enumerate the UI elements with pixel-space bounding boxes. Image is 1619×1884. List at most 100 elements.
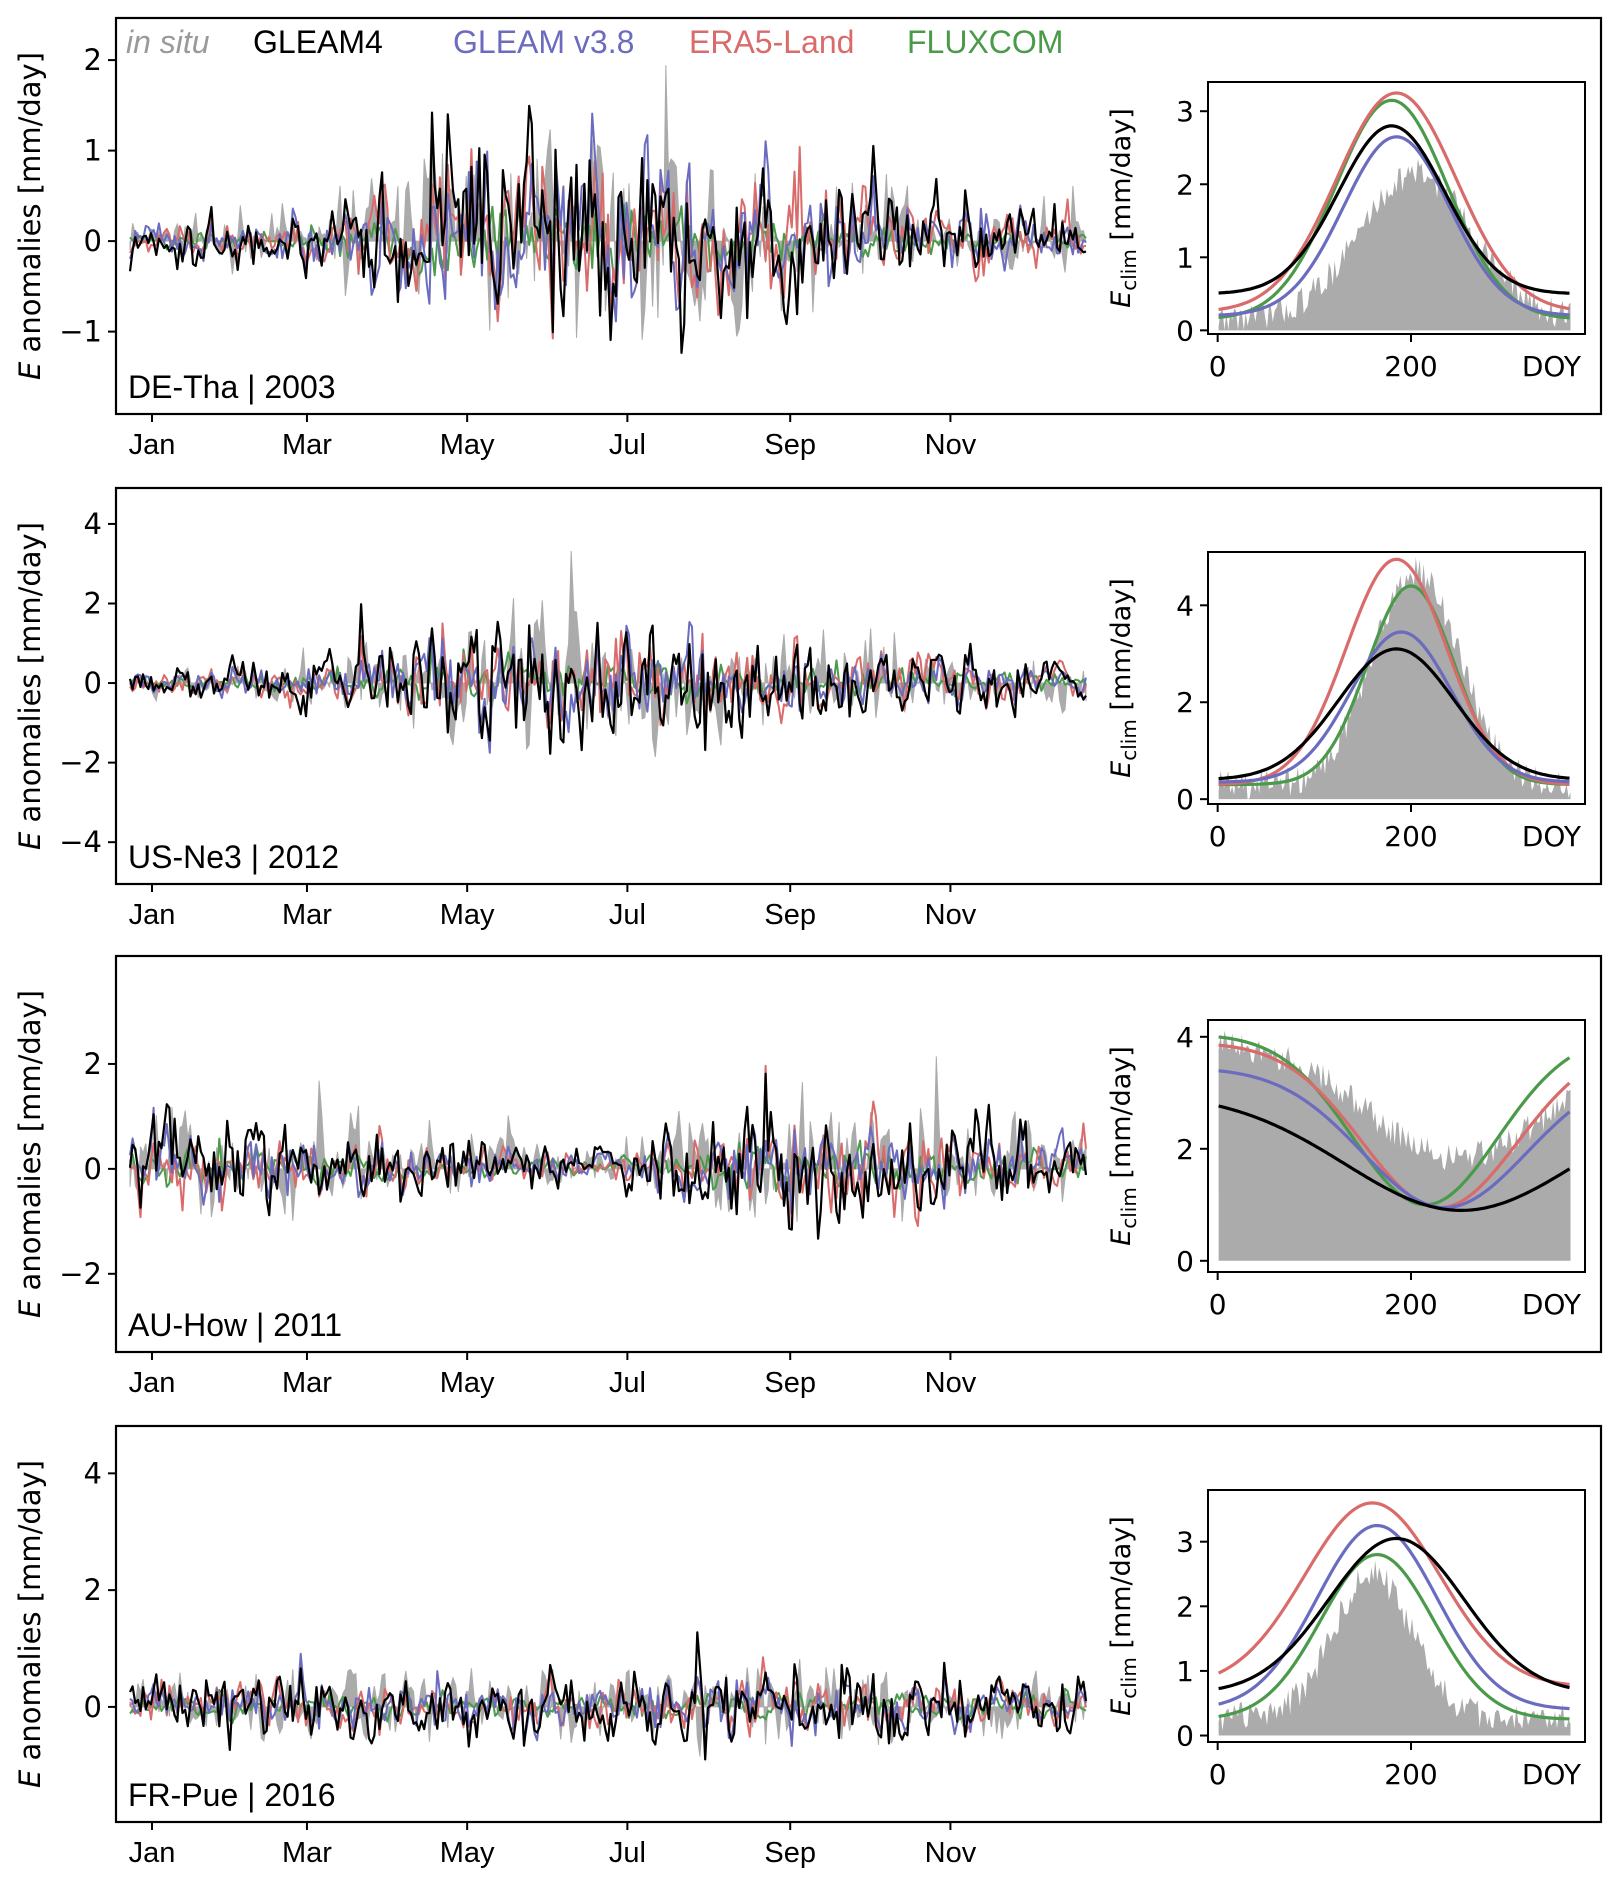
inset-y-label: Eclim [mm/day] bbox=[1106, 108, 1141, 308]
y-axis-label: E anomalies [mm/day] bbox=[13, 52, 47, 380]
inset-x-tick-label: 0 bbox=[1209, 1758, 1227, 1791]
inset-y-tick-label: 0 bbox=[1176, 314, 1194, 347]
inset-y-tick-label: 2 bbox=[1176, 686, 1194, 719]
x-tick-label: May bbox=[440, 899, 495, 931]
inset-y-tick-label: 2 bbox=[1176, 1590, 1194, 1623]
inset-insitu bbox=[1218, 159, 1571, 331]
x-tick-label: May bbox=[440, 1837, 495, 1869]
panel-au-how: −2 0 2 E anomalies [mm/day] Jan Mar May Jul Sep N… bbox=[13, 954, 1603, 1399]
panel-de-tha: −1 0 1 2 E anomalies [mm/day] Jan Mar May Jul Sep… bbox=[13, 16, 1603, 461]
legend-entry: in situ bbox=[126, 24, 210, 60]
x-tick-label: Nov bbox=[925, 1837, 977, 1869]
inset-y-tick-label: 2 bbox=[1176, 1133, 1194, 1166]
site-label: DE-Tha | 2003 bbox=[128, 369, 336, 405]
x-tick-label: Nov bbox=[925, 429, 977, 461]
x-tick-label: Jul bbox=[609, 1367, 646, 1399]
y-tick-label: −4 bbox=[59, 825, 102, 859]
y-tick-label: 0 bbox=[84, 1690, 102, 1724]
panel-frame bbox=[114, 16, 1603, 416]
legend-entry: ERA5-Land bbox=[689, 24, 854, 60]
y-tick-label: 2 bbox=[84, 1573, 102, 1607]
x-tick-label: Jul bbox=[609, 899, 646, 931]
inset-x-tick-label: 200 bbox=[1384, 350, 1437, 383]
inset-era5-land bbox=[1218, 91, 1570, 311]
x-tick-label: May bbox=[440, 429, 495, 461]
y-tick-label: 0 bbox=[84, 1152, 102, 1186]
x-tick-label: Jul bbox=[609, 1837, 646, 1869]
inset-insitu bbox=[1218, 1030, 1571, 1261]
x-tick-label: Jan bbox=[129, 1367, 176, 1399]
legend-entry: FLUXCOM bbox=[907, 24, 1063, 60]
y-tick-label: 1 bbox=[84, 134, 102, 168]
inset-fluxcom bbox=[1218, 584, 1570, 787]
x-tick-label: Jan bbox=[129, 1837, 176, 1869]
panel-fr-pue: 0 2 4 E anomalies [mm/day] Jan Mar May Jul Sep No… bbox=[13, 1424, 1603, 1869]
series-insitu bbox=[129, 550, 1087, 758]
inset-x-tick-label: 0 bbox=[1209, 350, 1227, 383]
inset-gleam-v3-8 bbox=[1218, 1069, 1571, 1210]
y-tick-label: −2 bbox=[59, 1257, 102, 1291]
inset-gleam-v3-8 bbox=[1218, 135, 1570, 317]
inset-x-label: DOY bbox=[1522, 1758, 1582, 1791]
inset-y-tick-label: 0 bbox=[1176, 1720, 1194, 1753]
inset-x-label: DOY bbox=[1522, 1288, 1582, 1321]
x-tick-label: Mar bbox=[282, 1367, 332, 1399]
inset-insitu bbox=[1218, 557, 1571, 800]
panel-us-ne3: −4 −2 0 2 4 E anomalies [mm/day] Jan Mar May Jul S… bbox=[13, 486, 1603, 931]
x-tick-label: Mar bbox=[282, 899, 332, 931]
inset-y-tick-label: 4 bbox=[1176, 589, 1194, 622]
inset-x-tick-label: 0 bbox=[1209, 820, 1227, 853]
inset-x-tick-label: 0 bbox=[1209, 1288, 1227, 1321]
legend-entry: GLEAM4 bbox=[253, 24, 383, 60]
inset-y-tick-label: 4 bbox=[1176, 1021, 1194, 1054]
y-tick-label: 4 bbox=[84, 507, 102, 541]
series-gleam4 bbox=[128, 104, 1087, 354]
site-label: US-Ne3 | 2012 bbox=[128, 839, 339, 875]
inset-y-tick-label: 1 bbox=[1176, 241, 1194, 274]
inset-fluxcom bbox=[1218, 1035, 1571, 1207]
inset-y-tick-label: 0 bbox=[1176, 783, 1194, 816]
inset-gleam-v3-8 bbox=[1218, 630, 1570, 784]
series-gleam-v3-8 bbox=[129, 112, 1087, 323]
site-label: AU-How | 2011 bbox=[128, 1307, 342, 1343]
y-tick-label: 4 bbox=[84, 1456, 102, 1490]
series-insitu bbox=[129, 65, 1087, 340]
inset-gleam4 bbox=[1218, 124, 1570, 295]
series-era5-land bbox=[129, 622, 1087, 729]
x-tick-label: Jan bbox=[129, 429, 176, 461]
inset-y-label: Eclim [mm/day] bbox=[1106, 1046, 1141, 1246]
y-axis-label: E anomalies [mm/day] bbox=[13, 522, 47, 850]
panel-frame bbox=[114, 954, 1603, 1354]
x-tick-label: May bbox=[440, 1367, 495, 1399]
x-tick-label: Sep bbox=[764, 899, 816, 931]
inset-gleam-v3-8 bbox=[1218, 1524, 1570, 1711]
x-tick-label: Sep bbox=[764, 1367, 816, 1399]
panel-frame bbox=[114, 1424, 1603, 1824]
y-axis-label: E anomalies [mm/day] bbox=[13, 1460, 47, 1788]
x-tick-label: Mar bbox=[282, 1837, 332, 1869]
x-tick-label: Mar bbox=[282, 429, 332, 461]
series-gleam4 bbox=[128, 603, 1087, 755]
y-tick-label: 2 bbox=[84, 1047, 102, 1081]
inset-y-label: Eclim [mm/day] bbox=[1106, 578, 1141, 778]
legend-entry: GLEAM v3.8 bbox=[453, 24, 634, 60]
inset-y-tick-label: 2 bbox=[1176, 168, 1194, 201]
inset-x-tick-label: 200 bbox=[1384, 1288, 1437, 1321]
site-label: FR-Pue | 2016 bbox=[128, 1777, 336, 1813]
x-tick-label: Nov bbox=[925, 899, 977, 931]
inset-x-tick-label: 200 bbox=[1384, 1758, 1437, 1791]
panel-frame bbox=[114, 486, 1603, 886]
y-tick-label: −2 bbox=[59, 746, 102, 780]
x-tick-label: Sep bbox=[764, 1837, 816, 1869]
inset-y-tick-label: 3 bbox=[1176, 95, 1194, 128]
inset-gleam4 bbox=[1218, 1536, 1570, 1691]
y-tick-label: 0 bbox=[84, 224, 102, 258]
inset-gleam4 bbox=[1218, 647, 1570, 781]
inset-y-tick-label: 3 bbox=[1176, 1526, 1194, 1559]
x-tick-label: Jan bbox=[129, 899, 176, 931]
inset-insitu bbox=[1218, 1560, 1571, 1736]
x-tick-label: Sep bbox=[764, 429, 816, 461]
inset-y-label: Eclim [mm/day] bbox=[1106, 1516, 1141, 1716]
inset-era5-land bbox=[1218, 1043, 1571, 1210]
